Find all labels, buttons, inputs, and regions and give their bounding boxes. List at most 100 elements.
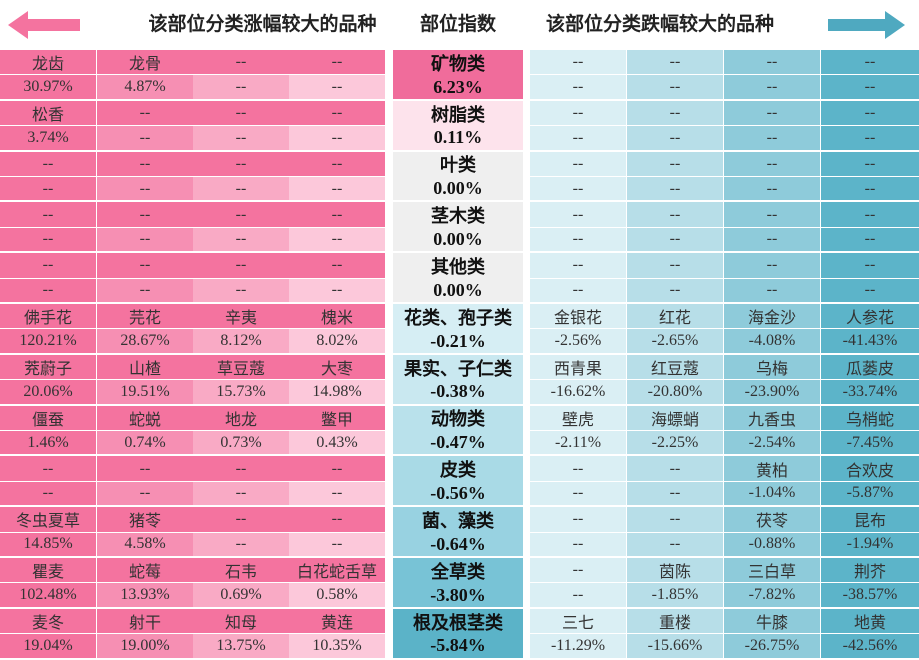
gainer-name: --	[0, 151, 96, 176]
loser-name: --	[821, 202, 919, 227]
loser-value: -1.85%	[627, 583, 723, 607]
loser-name: --	[530, 456, 626, 481]
gainer-name: --	[289, 50, 385, 75]
category-index: -0.21%	[393, 329, 523, 353]
gainer-name: --	[193, 202, 289, 227]
loser-value: -33.74%	[821, 380, 919, 404]
gainer-value: 4.87%	[97, 75, 193, 99]
gainer-value: --	[289, 227, 385, 252]
loser-value: -2.11%	[530, 431, 626, 455]
category-index: -0.56%	[393, 481, 523, 506]
loser-name: --	[530, 507, 626, 532]
loser-value: -2.25%	[627, 431, 723, 455]
gainer-value: 3.74%	[0, 126, 96, 150]
gainer-name: --	[289, 507, 385, 532]
gainer-name: 松香	[0, 100, 96, 126]
gainer-value: --	[97, 177, 193, 201]
left-arrow	[8, 11, 80, 39]
loser-value: -16.62%	[530, 380, 626, 404]
gainer-name: --	[289, 253, 385, 278]
gainer-name: 鳖甲	[289, 405, 385, 430]
loser-value: --	[627, 75, 723, 99]
loser-name: --	[724, 202, 820, 227]
gainer-name: 射干	[97, 608, 193, 634]
gainer-value: 102.48%	[0, 583, 96, 607]
category-name: 皮类	[393, 456, 523, 482]
loser-name: 金银花	[530, 304, 626, 329]
gainer-name: --	[0, 253, 96, 278]
loser-name: --	[530, 151, 626, 176]
loser-name: --	[627, 202, 723, 227]
gainer-name: --	[289, 202, 385, 227]
gainer-name: --	[193, 507, 289, 532]
category-index: 0.11%	[393, 126, 523, 150]
category-name: 全草类	[393, 558, 523, 584]
category-index: 0.00%	[393, 177, 523, 201]
category-index: -0.64%	[393, 532, 523, 556]
gainer-name: --	[289, 151, 385, 176]
gainer-value: --	[289, 126, 385, 150]
category-index: -0.38%	[393, 380, 523, 404]
gainer-value: 14.85%	[0, 532, 96, 556]
gainer-value: 30.97%	[0, 75, 96, 99]
loser-name: 三白草	[724, 558, 820, 583]
loser-value: -41.43%	[821, 329, 919, 353]
gainer-name: --	[0, 202, 96, 227]
loser-name: 瓜蒌皮	[821, 354, 919, 380]
gainer-value: 0.43%	[289, 431, 385, 455]
loser-value: --	[530, 126, 626, 150]
category-index: 0.00%	[393, 278, 523, 302]
loser-name: --	[530, 558, 626, 583]
loser-value: -5.87%	[821, 481, 919, 506]
gainer-value: 14.98%	[289, 380, 385, 404]
category-index: -5.84%	[393, 634, 523, 658]
loser-value: --	[627, 177, 723, 201]
loser-name: --	[627, 151, 723, 176]
category-index: -0.47%	[393, 431, 523, 455]
gainer-name: 草豆蔻	[193, 354, 289, 380]
loser-name: --	[821, 100, 919, 126]
gainer-name: --	[193, 253, 289, 278]
loser-value: -11.29%	[530, 634, 626, 658]
gainer-name: 龙骨	[97, 50, 193, 75]
gainer-name: 蛇莓	[97, 558, 193, 583]
gainer-value: 15.73%	[193, 380, 289, 404]
gainer-value: --	[193, 177, 289, 201]
category-name: 茎木类	[393, 202, 523, 228]
loser-value: --	[724, 227, 820, 252]
gainer-value: 28.67%	[97, 329, 193, 353]
loser-name: --	[627, 100, 723, 126]
gainer-value: 120.21%	[0, 329, 96, 353]
gainer-value: 20.06%	[0, 380, 96, 404]
loser-value: -7.82%	[724, 583, 820, 607]
loser-name: --	[821, 151, 919, 176]
gainer-value: 13.75%	[193, 634, 289, 658]
gainer-name: 山楂	[97, 354, 193, 380]
gainer-value: --	[289, 278, 385, 302]
gainer-name: 龙齿	[0, 50, 96, 75]
loser-name: --	[821, 253, 919, 278]
loser-value: -38.57%	[821, 583, 919, 607]
gainer-value: 0.58%	[289, 583, 385, 607]
gainer-name: 地龙	[193, 405, 289, 430]
loser-value: --	[530, 75, 626, 99]
gainer-value: --	[97, 227, 193, 252]
gainer-value: --	[289, 532, 385, 556]
gainer-value: --	[97, 126, 193, 150]
gainer-name: 佛手花	[0, 304, 96, 329]
loser-name: 茵陈	[627, 558, 723, 583]
gainer-name: 瞿麦	[0, 558, 96, 583]
category-name: 果实、子仁类	[393, 354, 523, 381]
loser-value: --	[724, 177, 820, 201]
loser-name: --	[627, 507, 723, 532]
loser-value: --	[530, 481, 626, 506]
loser-value: -1.94%	[821, 532, 919, 556]
gainer-name: --	[97, 151, 193, 176]
gainer-name: --	[97, 100, 193, 126]
index-title: 部位指数	[419, 14, 496, 35]
category-index: 0.00%	[393, 227, 523, 252]
loser-name: 红花	[627, 304, 723, 329]
loser-name: 人参花	[821, 304, 919, 329]
loser-value: -26.75%	[724, 634, 820, 658]
gainer-name: --	[0, 456, 96, 481]
